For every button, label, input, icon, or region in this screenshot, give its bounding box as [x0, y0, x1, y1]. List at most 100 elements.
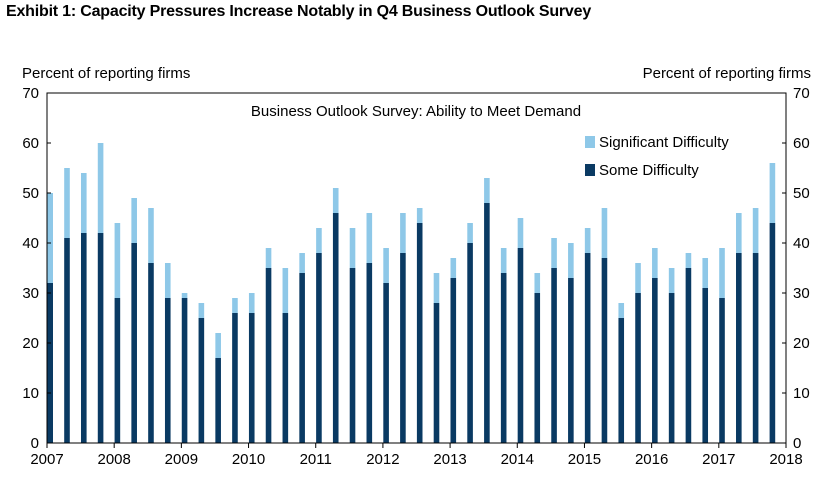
bar-some-difficulty: [500, 273, 507, 443]
exhibit-title: Exhibit 1: Capacity Pressures Increase N…: [6, 3, 592, 20]
bar-some-difficulty: [47, 283, 53, 443]
y-tick-label-right: 10: [793, 385, 810, 402]
bar-some-difficulty: [282, 313, 289, 443]
y-tick-label-left: 50: [22, 185, 39, 202]
y-tick-label-right: 60: [793, 135, 810, 152]
bar-some-difficulty: [232, 313, 238, 443]
bar-some-difficulty: [383, 283, 389, 443]
bar-some-difficulty: [551, 268, 557, 443]
x-tick-label: 2012: [366, 451, 399, 468]
bar-some-difficulty: [601, 258, 608, 443]
bar-significant-difficulty: [719, 248, 725, 298]
bar-some-difficulty: [769, 223, 776, 443]
bar-significant-difficulty: [416, 208, 423, 223]
bar-some-difficulty: [349, 268, 356, 443]
bar-some-difficulty: [64, 238, 70, 443]
y-tick-label-right: 30: [793, 285, 810, 302]
y-tick-label-left: 20: [22, 335, 39, 352]
bar-significant-difficulty: [618, 303, 625, 318]
bar-significant-difficulty: [500, 248, 507, 273]
bar-significant-difficulty: [248, 293, 255, 313]
bar-some-difficulty: [181, 298, 188, 443]
bar-significant-difficulty: [668, 268, 675, 293]
x-tick-label: 2018: [769, 451, 802, 468]
x-tick-label: 2013: [433, 451, 466, 468]
bar-some-difficulty: [584, 253, 591, 443]
bars: [47, 143, 776, 443]
bar-significant-difficulty: [64, 168, 70, 238]
bar-significant-difficulty: [517, 218, 524, 248]
y-tick-label-right: 40: [793, 235, 810, 252]
y-tick-label-left: 0: [31, 435, 39, 452]
bar-significant-difficulty: [80, 173, 87, 233]
bar-some-difficulty: [702, 288, 709, 443]
bar-some-difficulty: [164, 298, 171, 443]
bar-some-difficulty: [366, 263, 373, 443]
bar-significant-difficulty: [752, 208, 759, 253]
bar-significant-difficulty: [484, 178, 490, 203]
bar-significant-difficulty: [450, 258, 457, 278]
x-tick-label: 2008: [97, 451, 130, 468]
bar-some-difficulty: [248, 313, 255, 443]
bar-significant-difficulty: [181, 293, 188, 298]
y-tick-label-left: 40: [22, 235, 39, 252]
bar-significant-difficulty: [215, 333, 221, 358]
x-tick-label: 2009: [165, 451, 198, 468]
y-tick-label-right: 20: [793, 335, 810, 352]
bar-significant-difficulty: [299, 253, 305, 273]
bar-significant-difficulty: [652, 248, 658, 278]
bar-some-difficulty: [484, 203, 490, 443]
bar-significant-difficulty: [97, 143, 104, 233]
bar-some-difficulty: [719, 298, 725, 443]
bar-significant-difficulty: [685, 253, 692, 268]
bar-significant-difficulty: [467, 223, 473, 243]
bar-significant-difficulty: [332, 188, 339, 213]
bar-significant-difficulty: [282, 268, 289, 313]
bar-significant-difficulty: [551, 238, 557, 268]
bar-significant-difficulty: [148, 208, 154, 263]
bar-some-difficulty: [416, 223, 423, 443]
bar-significant-difficulty: [568, 243, 574, 278]
y-tick-label-right: 50: [793, 185, 810, 202]
y-tick-label-right: 70: [793, 85, 810, 102]
bar-some-difficulty: [450, 278, 457, 443]
bar-significant-difficulty: [383, 248, 389, 283]
x-tick-label: 2017: [702, 451, 735, 468]
bar-significant-difficulty: [47, 193, 53, 283]
bar-some-difficulty: [685, 268, 692, 443]
bar-some-difficulty: [148, 263, 154, 443]
x-tick-label: 2007: [30, 451, 63, 468]
plot-frame: [46, 92, 787, 444]
chart-title: Business Outlook Survey: Ability to Meet…: [251, 103, 581, 120]
y-axis-label-right: Percent of reporting firms: [643, 65, 811, 82]
bar-significant-difficulty: [769, 163, 776, 223]
bar-some-difficulty: [668, 293, 675, 443]
bar-some-difficulty: [618, 318, 625, 443]
bar-significant-difficulty: [601, 208, 608, 258]
x-tick-label: 2010: [232, 451, 265, 468]
y-axis-label-left: Percent of reporting firms: [22, 65, 190, 82]
bar-some-difficulty: [114, 298, 121, 443]
bar-some-difficulty: [198, 318, 205, 443]
bar-significant-difficulty: [584, 228, 591, 253]
legend: Significant Difficulty Some Difficulty: [585, 134, 729, 179]
bar-significant-difficulty: [702, 258, 709, 288]
bar-significant-difficulty: [349, 228, 356, 268]
bar-some-difficulty: [131, 243, 137, 443]
bar-significant-difficulty: [433, 273, 440, 303]
bar-some-difficulty: [652, 278, 658, 443]
bar-some-difficulty: [299, 273, 305, 443]
x-tick-label: 2014: [501, 451, 534, 468]
bar-significant-difficulty: [198, 303, 205, 318]
x-tick-label: 2015: [568, 451, 601, 468]
bar-some-difficulty: [433, 303, 440, 443]
y-tick-label-left: 30: [22, 285, 39, 302]
bar-some-difficulty: [467, 243, 473, 443]
bar-significant-difficulty: [400, 213, 406, 253]
bar-some-difficulty: [80, 233, 87, 443]
bar-some-difficulty: [316, 253, 322, 443]
bar-some-difficulty: [534, 293, 541, 443]
bar-some-difficulty: [736, 253, 742, 443]
x-tick-label: 2016: [635, 451, 668, 468]
